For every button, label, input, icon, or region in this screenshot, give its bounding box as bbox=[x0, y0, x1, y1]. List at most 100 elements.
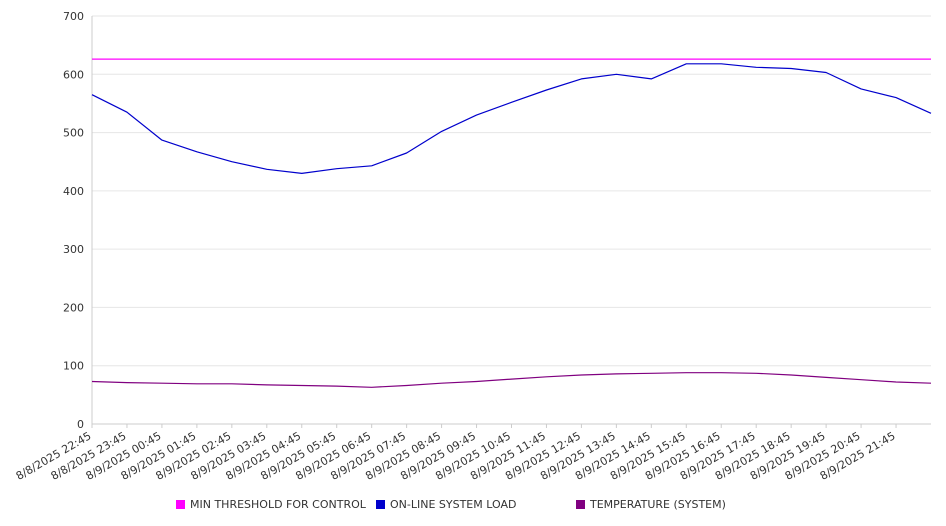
data-point-on-line-system-load[interactable] bbox=[580, 77, 583, 80]
data-point-temperature-system[interactable] bbox=[825, 376, 828, 379]
data-point-min-threshold-for-control[interactable] bbox=[230, 58, 233, 61]
data-point-on-line-system-load[interactable] bbox=[650, 77, 653, 80]
y-tick-label: 0 bbox=[77, 418, 84, 431]
data-point-temperature-system[interactable] bbox=[91, 380, 94, 383]
data-point-min-threshold-for-control[interactable] bbox=[405, 58, 408, 61]
data-point-on-line-system-load[interactable] bbox=[720, 62, 723, 65]
data-point-temperature-system[interactable] bbox=[160, 382, 163, 385]
y-tick-labels: 0 100 200 300 400 500 600 700 bbox=[63, 10, 84, 431]
y-tick-label: 300 bbox=[63, 243, 84, 256]
data-point-on-line-system-load[interactable] bbox=[335, 167, 338, 170]
data-point-on-line-system-load[interactable] bbox=[195, 150, 198, 153]
data-point-on-line-system-load[interactable] bbox=[300, 172, 303, 175]
data-point-temperature-system[interactable] bbox=[860, 378, 863, 381]
data-point-temperature-system[interactable] bbox=[755, 372, 758, 375]
legend-label-temperature: TEMPERATURE (SYSTEM) bbox=[590, 498, 726, 511]
data-point-on-line-system-load[interactable] bbox=[825, 71, 828, 74]
data-point-min-threshold-for-control[interactable] bbox=[91, 58, 94, 61]
y-tick-label: 400 bbox=[63, 185, 84, 198]
data-point-min-threshold-for-control[interactable] bbox=[160, 58, 163, 61]
data-point-min-threshold-for-control[interactable] bbox=[860, 58, 863, 61]
data-point-temperature-system[interactable] bbox=[930, 382, 933, 385]
data-point-min-threshold-for-control[interactable] bbox=[930, 58, 933, 61]
data-point-temperature-system[interactable] bbox=[300, 384, 303, 387]
data-point-on-line-system-load[interactable] bbox=[440, 130, 443, 133]
series-line-on-line-system-load[interactable] bbox=[91, 63, 932, 174]
legend-item-system-load[interactable]: ON-LINE SYSTEM LOAD bbox=[376, 498, 516, 511]
data-point-temperature-system[interactable] bbox=[405, 384, 408, 387]
data-point-min-threshold-for-control[interactable] bbox=[475, 58, 478, 61]
data-point-on-line-system-load[interactable] bbox=[370, 164, 373, 167]
data-point-temperature-system[interactable] bbox=[545, 375, 548, 378]
data-point-min-threshold-for-control[interactable] bbox=[265, 58, 268, 61]
y-tick-label: 600 bbox=[63, 68, 84, 81]
data-point-temperature-system[interactable] bbox=[335, 385, 338, 388]
data-point-temperature-system[interactable] bbox=[580, 374, 583, 377]
data-point-on-line-system-load[interactable] bbox=[265, 168, 268, 171]
data-point-temperature-system[interactable] bbox=[475, 380, 478, 383]
data-point-min-threshold-for-control[interactable] bbox=[720, 58, 723, 61]
data-point-min-threshold-for-control[interactable] bbox=[790, 58, 793, 61]
legend-item-threshold[interactable]: MIN THRESHOLD FOR CONTROL bbox=[176, 498, 366, 511]
data-point-min-threshold-for-control[interactable] bbox=[580, 58, 583, 61]
gridlines bbox=[92, 15, 931, 367]
data-point-min-threshold-for-control[interactable] bbox=[125, 58, 128, 61]
data-point-on-line-system-load[interactable] bbox=[230, 160, 233, 163]
y-tick-label: 500 bbox=[63, 127, 84, 140]
data-point-min-threshold-for-control[interactable] bbox=[370, 58, 373, 61]
data-point-on-line-system-load[interactable] bbox=[545, 89, 548, 92]
data-point-on-line-system-load[interactable] bbox=[685, 62, 688, 65]
data-point-temperature-system[interactable] bbox=[510, 378, 513, 381]
data-point-temperature-system[interactable] bbox=[720, 371, 723, 374]
x-tick-labels: 8/8/2025 22:458/8/2025 23:458/9/2025 00:… bbox=[14, 424, 898, 483]
series-line-temperature-system[interactable] bbox=[91, 372, 932, 388]
data-point-on-line-system-load[interactable] bbox=[475, 114, 478, 117]
data-point-temperature-system[interactable] bbox=[895, 381, 898, 384]
data-point-min-threshold-for-control[interactable] bbox=[545, 58, 548, 61]
series-lines bbox=[91, 58, 933, 389]
legend-swatch-system-load bbox=[376, 500, 385, 509]
data-point-on-line-system-load[interactable] bbox=[125, 111, 128, 114]
data-point-min-threshold-for-control[interactable] bbox=[650, 58, 653, 61]
data-point-on-line-system-load[interactable] bbox=[405, 151, 408, 154]
legend-label-threshold: MIN THRESHOLD FOR CONTROL bbox=[190, 498, 366, 511]
data-point-temperature-system[interactable] bbox=[650, 372, 653, 375]
data-point-on-line-system-load[interactable] bbox=[790, 67, 793, 70]
legend-swatch-threshold bbox=[176, 500, 185, 509]
legend-item-temperature[interactable]: TEMPERATURE (SYSTEM) bbox=[576, 498, 726, 511]
axes bbox=[91, 16, 931, 425]
data-point-temperature-system[interactable] bbox=[685, 371, 688, 374]
data-point-min-threshold-for-control[interactable] bbox=[335, 58, 338, 61]
data-point-min-threshold-for-control[interactable] bbox=[685, 58, 688, 61]
y-tick-label: 200 bbox=[63, 301, 84, 314]
data-point-temperature-system[interactable] bbox=[370, 386, 373, 389]
data-point-temperature-system[interactable] bbox=[125, 381, 128, 384]
data-point-temperature-system[interactable] bbox=[265, 383, 268, 386]
data-point-temperature-system[interactable] bbox=[440, 382, 443, 385]
data-point-on-line-system-load[interactable] bbox=[160, 139, 163, 142]
data-point-min-threshold-for-control[interactable] bbox=[195, 58, 198, 61]
data-point-min-threshold-for-control[interactable] bbox=[755, 58, 758, 61]
data-point-temperature-system[interactable] bbox=[790, 374, 793, 377]
data-point-on-line-system-load[interactable] bbox=[860, 87, 863, 90]
data-point-min-threshold-for-control[interactable] bbox=[895, 58, 898, 61]
data-point-temperature-system[interactable] bbox=[615, 372, 618, 375]
legend-swatch-temperature bbox=[576, 500, 585, 509]
data-point-on-line-system-load[interactable] bbox=[615, 73, 618, 76]
data-point-on-line-system-load[interactable] bbox=[930, 112, 933, 115]
y-tick-label: 700 bbox=[63, 10, 84, 23]
data-point-on-line-system-load[interactable] bbox=[91, 93, 94, 96]
data-point-min-threshold-for-control[interactable] bbox=[440, 58, 443, 61]
data-point-temperature-system[interactable] bbox=[195, 382, 198, 385]
data-point-min-threshold-for-control[interactable] bbox=[825, 58, 828, 61]
data-point-min-threshold-for-control[interactable] bbox=[510, 58, 513, 61]
data-point-on-line-system-load[interactable] bbox=[755, 66, 758, 69]
legend: MIN THRESHOLD FOR CONTROL ON-LINE SYSTEM… bbox=[0, 498, 946, 518]
data-point-min-threshold-for-control[interactable] bbox=[615, 58, 618, 61]
data-point-temperature-system[interactable] bbox=[230, 382, 233, 385]
data-point-min-threshold-for-control[interactable] bbox=[300, 58, 303, 61]
data-point-on-line-system-load[interactable] bbox=[510, 101, 513, 104]
data-point-on-line-system-load[interactable] bbox=[895, 96, 898, 99]
y-tick-label: 100 bbox=[63, 360, 84, 373]
